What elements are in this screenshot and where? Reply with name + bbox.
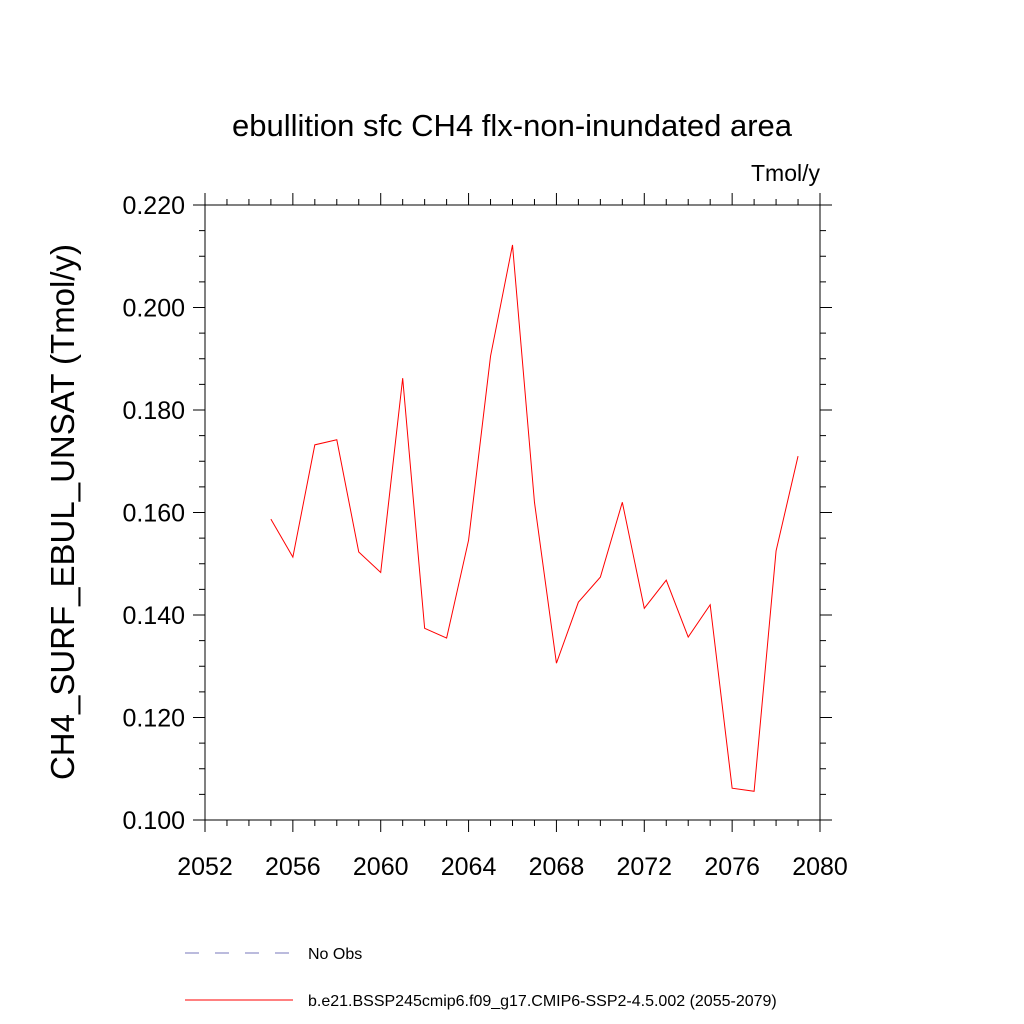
units-label: Tmol/y	[751, 160, 821, 186]
x-tick-label: 2076	[704, 853, 760, 881]
y-tick-label: 0.120	[122, 705, 185, 733]
y-tick-label: 0.180	[122, 397, 185, 425]
x-tick-label: 2060	[353, 853, 409, 881]
y-tick-label: 0.200	[122, 295, 185, 323]
y-tick-label: 0.100	[122, 807, 185, 835]
plot-frame	[204, 204, 821, 821]
y-tick-label: 0.160	[122, 500, 185, 528]
legend-label-no-obs: No Obs	[308, 946, 362, 963]
x-tick-label: 2072	[616, 853, 672, 881]
x-tick-label: 2080	[792, 853, 848, 881]
y-tick-label: 0.140	[122, 602, 185, 630]
series-layer	[270, 244, 799, 792]
y-axis-label: CH4_SURF_EBUL_UNSAT (Tmol/y)	[44, 244, 81, 780]
chart-title: ebullition sfc CH4 flx-non-inundated are…	[232, 108, 793, 143]
series-line-0	[270, 244, 799, 792]
axis-ticks: 2052 2056 2060 2064 2068 2072 2076 2080 0.100 0.1…	[122, 192, 847, 881]
x-tick-label: 2052	[177, 853, 233, 881]
y-tick-label: 0.220	[122, 192, 185, 220]
x-tick-label: 2064	[441, 853, 497, 881]
x-tick-label: 2068	[529, 853, 585, 881]
x-tick-label: 2056	[265, 853, 321, 881]
legend: No Obs b.e21.BSSP245cmip6.f09_g17.CMIP6-…	[185, 946, 777, 1010]
legend-label-model: b.e21.BSSP245cmip6.f09_g17.CMIP6-SSP2-4.…	[308, 993, 777, 1010]
